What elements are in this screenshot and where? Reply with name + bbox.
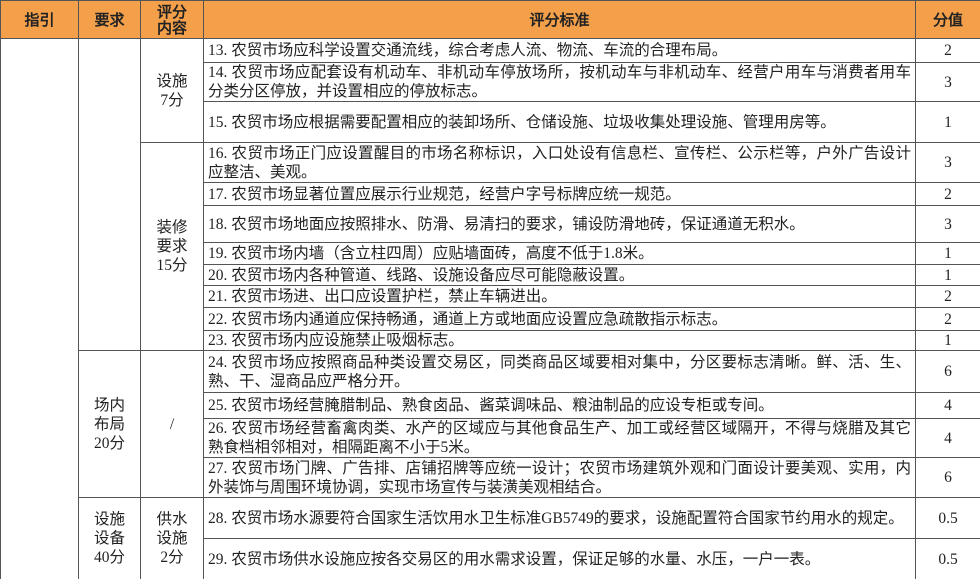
criterion: 18. 农贸市场地面应按照排水、防滑、易清扫的要求，铺设防滑地砖，保证通道无积水…: [203, 205, 916, 243]
criterion: 22. 农贸市场内通道应保持畅通，通道上方或地面应设置应急疏散指示标志。: [203, 307, 916, 331]
item-row: 23. 农贸市场内应设施禁止吸烟标志。 1: [1, 330, 980, 351]
requirement-cell: [78, 38, 141, 351]
score: 6: [915, 350, 980, 393]
item-row: 20. 农贸市场内各种管道、线路、设施设备应尽可能隐蔽设置。 1: [1, 264, 980, 286]
item-row: 22. 农贸市场内通道应保持畅通，通道上方或地面应设置应急疏散指示标志。 2: [1, 307, 980, 331]
criterion: 13. 农贸市场应科学设置交通流线，综合考虑人流、物流、车流的合理布局。: [203, 38, 916, 63]
item-row: 设施 7分 13. 农贸市场应科学设置交通流线，综合考虑人流、物流、车流的合理布局…: [0, 38, 980, 579]
score: 0.5: [915, 538, 980, 579]
header-row: 指引 要求 评分 内容 评分标准 分值: [0, 0, 980, 39]
score: 4: [915, 392, 980, 419]
score: 0.5: [915, 497, 980, 539]
score: 2: [915, 38, 980, 63]
item-row: 15. 农贸市场应根据需要配置相应的装卸场所、仓储设施、垃圾收集处理设施、管理用…: [1, 101, 980, 143]
guide-cell: [0, 38, 79, 579]
score: 3: [915, 142, 980, 183]
item-row: 14. 农贸市场应配套设有机动车、非机动车停放场所，按机动车与非机动车、经营户用…: [1, 62, 980, 102]
criterion: 25. 农贸市场经营腌腊制品、熟食卤品、酱菜调味品、粮油制品的应设专柜或专间。: [203, 392, 916, 419]
criterion: 28. 农贸市场水源要符合国家生活饮用水卫生标准GB5749的要求，设施配置符合…: [203, 497, 916, 539]
content-cell: /: [140, 350, 204, 498]
header-criteria: 评分标准: [203, 0, 916, 39]
score: 2: [915, 285, 980, 308]
score: 3: [915, 62, 980, 102]
score: 1: [915, 264, 980, 286]
criterion: 21. 农贸市场进、出口应设置护栏，禁止车辆进出。: [203, 285, 916, 308]
item-row: 18. 农贸市场地面应按照排水、防滑、易清扫的要求，铺设防滑地砖，保证通道无积水…: [1, 205, 980, 243]
item-row: 场内 布局 20分/24. 农贸市场应按照商品种类设置交易区，同类商品区域要相对…: [1, 350, 980, 498]
criterion: 19. 农贸市场内墙（含立柱四周）应贴墙面砖，高度不低于1.8米。: [203, 242, 916, 265]
content-cell: 装修 要求 15分: [140, 142, 204, 351]
item-row: 17. 农贸市场显著位置应展示行业规范，经营户字号标牌应统一规范。 2: [1, 182, 980, 206]
criterion: 26. 农贸市场经营畜禽肉类、水产的区域应与其他食品生产、加工或经营区域隔开，不…: [203, 418, 916, 458]
score: 1: [915, 101, 980, 143]
score: 4: [915, 418, 980, 458]
item-row: 27. 农贸市场门牌、广告排、店铺招牌等应统一设计；农贸市场建筑外观和门面设计要…: [1, 457, 980, 498]
score: 1: [915, 242, 980, 265]
criterion: 17. 农贸市场显著位置应展示行业规范，经营户字号标牌应统一规范。: [203, 182, 916, 206]
criterion: 16. 农贸市场正门应设置醒目的市场名称标识，入口处设有信息栏、宣传栏、公示栏等…: [203, 142, 916, 183]
score: 3: [915, 205, 980, 243]
score: 2: [915, 307, 980, 331]
criterion: 27. 农贸市场门牌、广告排、店铺招牌等应统一设计；农贸市场建筑外观和门面设计要…: [203, 457, 916, 498]
score: 2: [915, 182, 980, 206]
item-row: 设施 设备 40分 供水 设施 2分 28. 农贸市场水源要符合国家生活饮用水卫生标…: [1, 497, 980, 579]
criterion: 15. 农贸市场应根据需要配置相应的装卸场所、仓储设施、垃圾收集处理设施、管理用…: [203, 101, 916, 143]
requirement-cell: 场内 布局 20分: [78, 350, 141, 498]
requirement-cell: 设施 设备 40分: [78, 497, 141, 579]
score: 1: [915, 330, 980, 351]
content-cell: 供水 设施 2分: [140, 497, 204, 579]
criterion: 29. 农贸市场供水设施应按各交易区的用水需求设置，保证足够的水量、水压，一户一…: [203, 538, 916, 579]
item-row: 装修 要求 15分 16. 农贸市场正门应设置醒目的市场名称标识，入口处设有信息栏…: [1, 142, 980, 351]
criterion: 20. 农贸市场内各种管道、线路、设施设备应尽可能隐蔽设置。: [203, 264, 916, 286]
item-row: 26. 农贸市场经营畜禽肉类、水产的区域应与其他食品生产、加工或经营区域隔开，不…: [1, 418, 980, 458]
item-row: 19. 农贸市场内墙（含立柱四周）应贴墙面砖，高度不低于1.8米。 1: [1, 242, 980, 265]
criterion: 23. 农贸市场内应设施禁止吸烟标志。: [203, 330, 916, 351]
header-score: 分值: [915, 0, 980, 39]
header-content: 评分 内容: [140, 0, 204, 39]
criterion: 14. 农贸市场应配套设有机动车、非机动车停放场所，按机动车与非机动车、经营户用…: [203, 62, 916, 102]
header-guide: 指引: [0, 0, 79, 39]
item-row: 25. 农贸市场经营腌腊制品、熟食卤品、酱菜调味品、粮油制品的应设专柜或专间。 4: [1, 392, 980, 419]
content-cell: 设施 7分: [140, 38, 204, 143]
criterion: 24. 农贸市场应按照商品种类设置交易区，同类商品区域要相对集中，分区要标志清晰…: [203, 350, 916, 393]
header-requirement: 要求: [78, 0, 141, 39]
score: 6: [915, 457, 980, 498]
